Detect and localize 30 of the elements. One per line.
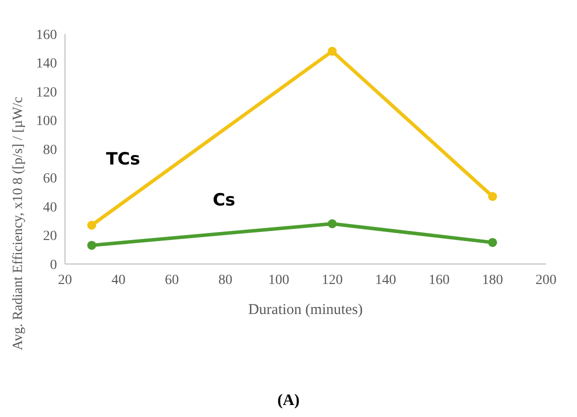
point bbox=[488, 238, 498, 247]
x-tick-label: 200 bbox=[536, 273, 556, 288]
y-tick-label: 140 bbox=[36, 56, 57, 72]
y-tick-label: 160 bbox=[36, 28, 57, 43]
y-tick-label: 0 bbox=[50, 258, 57, 273]
y-tick-label: 100 bbox=[36, 114, 57, 130]
point bbox=[87, 220, 96, 230]
x-tick-label: 160 bbox=[428, 273, 450, 288]
x-tick-label: 60 bbox=[164, 273, 179, 288]
y-tick-label: 120 bbox=[36, 85, 57, 100]
point bbox=[488, 192, 498, 201]
series-label: TCs bbox=[106, 149, 140, 170]
text: (A) bbox=[277, 392, 300, 409]
x-tick-label: 40 bbox=[111, 273, 126, 288]
x-tick-label: 120 bbox=[322, 273, 343, 288]
x-tick-label: 20 bbox=[58, 273, 72, 288]
series-label: Cs bbox=[212, 190, 236, 210]
y-tick-label: 20 bbox=[43, 229, 57, 244]
y-tick-label: 80 bbox=[43, 142, 57, 158]
x-tick-label: 80 bbox=[218, 273, 232, 288]
y-tick-label: 60 bbox=[43, 172, 57, 187]
y-axis-title: Avg. Radiant Efficiency, x10 8 ([p/s] / [µW/c bbox=[11, 96, 26, 350]
x-axis-title: Duration (minutes) bbox=[248, 302, 363, 318]
x-tick-label: 180 bbox=[482, 273, 504, 288]
y-tick-label: 40 bbox=[43, 200, 57, 216]
point bbox=[87, 240, 96, 250]
point bbox=[328, 46, 337, 56]
x-tick-label: 100 bbox=[268, 273, 290, 288]
point bbox=[328, 219, 337, 228]
x-tick-label: 140 bbox=[375, 273, 396, 288]
